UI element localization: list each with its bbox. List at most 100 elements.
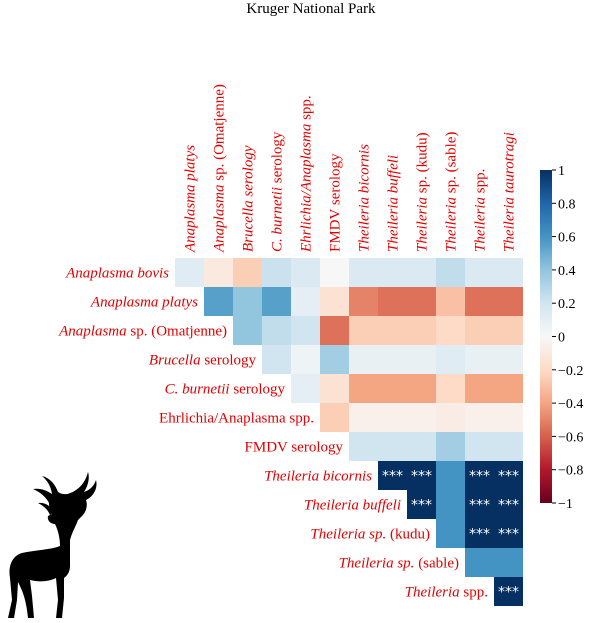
- heatmap-cell: [378, 374, 407, 403]
- colorbar-tick-label: −0.8: [558, 464, 583, 479]
- label-segment: sp. (kudu): [415, 132, 431, 197]
- heatmap-cell: [262, 316, 291, 345]
- label-segment: sp. (Omatjenne): [212, 84, 228, 184]
- heatmap-cell: [407, 316, 436, 345]
- label-segment: Anaplasma platys: [90, 295, 198, 311]
- heatmap-cell: [349, 316, 378, 345]
- heatmap-cell: [291, 258, 320, 287]
- heatmap-cell: [465, 432, 494, 461]
- heatmap-cell: [320, 258, 349, 287]
- heatmap-cell: [204, 258, 233, 287]
- heatmap-cells: *** *** *** *** *** *** *** *** *** ***: [175, 258, 523, 606]
- significance-stars: ***: [498, 498, 519, 514]
- label-segment: Theileria bicornis: [264, 469, 372, 485]
- label-segment: Anaplasma: [212, 185, 228, 254]
- label-segment: C. burnetii: [165, 382, 230, 398]
- row-label: Anaplasma bovis: [65, 266, 169, 282]
- row-label: FMDV serology: [245, 440, 344, 456]
- heatmap-cell: [233, 258, 262, 287]
- heatmap-cell: [407, 345, 436, 374]
- label-segment: spp.: [299, 95, 315, 123]
- column-label: Theileria bicornis: [357, 144, 373, 252]
- heatmap-cell: [291, 345, 320, 374]
- heatmap-cell: [494, 490, 523, 519]
- heatmap-cell: [291, 287, 320, 316]
- row-label: Theileria bicornis: [264, 469, 372, 485]
- column-label: Brucella serology: [241, 145, 257, 252]
- label-segment: Ehrlichia/Anaplasma: [299, 124, 315, 253]
- heatmap-cell: [494, 258, 523, 287]
- heatmap-cell: [349, 345, 378, 374]
- heatmap-cell: [436, 461, 465, 490]
- column-label: Theileria taurotragi: [502, 132, 518, 252]
- colorbar-tick-label: 0.8: [558, 197, 576, 212]
- heatmap-cell: [436, 374, 465, 403]
- label-segment: Theileria sp.: [310, 527, 386, 543]
- colorbar-tick-label: 1: [558, 164, 565, 179]
- heatmap-cell: [436, 519, 465, 548]
- label-segment: Ehrlichia/Anaplasma: [159, 411, 286, 427]
- significance-stars: ***: [382, 469, 403, 485]
- column-label: Theileria sp. (sable): [444, 132, 460, 252]
- heatmap-cell: [407, 403, 436, 432]
- row-label: Anaplasma sp. (Omatjenne): [58, 324, 227, 340]
- heatmap-cell: [465, 490, 494, 519]
- label-segment: C. burnetii: [270, 187, 286, 252]
- heatmap-cell: [465, 316, 494, 345]
- label-segment: Theileria taurotragi: [502, 132, 518, 252]
- heatmap-cell: [291, 316, 320, 345]
- label-segment: spp.: [460, 585, 488, 601]
- significance-stars: ***: [498, 585, 519, 601]
- colorbar-tick-label: 0.4: [558, 264, 576, 279]
- colorbar-tick-label: −0.6: [558, 430, 583, 445]
- colorbar-tick-label: 0.2: [558, 297, 576, 312]
- label-segment: spp.: [286, 411, 314, 427]
- label-segment: Theileria bicornis: [357, 144, 373, 252]
- heatmap-cell: [320, 403, 349, 432]
- heatmap-cell: [233, 316, 262, 345]
- row-label: Brucella serology: [149, 353, 257, 369]
- label-segment: Anaplasma bovis: [65, 266, 169, 282]
- heatmap-cell: [233, 287, 262, 316]
- column-labels: Anaplasma platys Anaplasma sp. (Omatjenne…: [183, 84, 518, 253]
- row-label: Ehrlichia/Anaplasma spp.: [159, 411, 314, 427]
- heatmap-cell: [349, 403, 378, 432]
- label-segment: sp. (sable): [444, 132, 460, 197]
- heatmap-cell: [204, 287, 233, 316]
- row-label: C. burnetii serology: [165, 382, 286, 398]
- label-segment: Brucella: [149, 353, 201, 369]
- heatmap-cell: [262, 258, 291, 287]
- heatmap-cell: [407, 432, 436, 461]
- colorbar-tick-label: 0.6: [558, 231, 576, 246]
- label-segment: Theileria buffeli: [304, 498, 401, 514]
- heatmap-cell: [494, 316, 523, 345]
- label-segment: FMDV serology: [245, 440, 344, 456]
- colorbar-tick-label: −0.2: [558, 364, 583, 379]
- column-label: FMDV serology: [328, 153, 344, 252]
- heatmap-cell: [436, 345, 465, 374]
- chart-title: Kruger National Park: [246, 1, 376, 17]
- row-label: Theileria sp. (kudu): [310, 527, 430, 543]
- column-label: Anaplasma platys: [183, 145, 199, 253]
- heatmap-cell: [407, 490, 436, 519]
- heatmap-cell: [465, 374, 494, 403]
- colorbar-tick-label: 0: [558, 331, 565, 346]
- label-segment: Theileria: [405, 585, 460, 601]
- label-segment: serology: [201, 353, 257, 369]
- colorbar-gradient: [540, 170, 552, 503]
- row-labels: Anaplasma bovis Anaplasma platys Anaplasma…: [58, 266, 488, 601]
- significance-stars: ***: [498, 469, 519, 485]
- heatmap-cell: [465, 287, 494, 316]
- heatmap-cell: [436, 403, 465, 432]
- row-label: Theileria sp. (sable): [339, 556, 459, 572]
- label-segment: Theileria: [415, 197, 431, 252]
- heatmap-cell: [378, 461, 407, 490]
- heatmap-cell: [407, 374, 436, 403]
- heatmap-cell: [407, 287, 436, 316]
- heatmap-cell: [291, 374, 320, 403]
- label-segment: spp.: [473, 169, 489, 197]
- heatmap-cell: [378, 345, 407, 374]
- column-label: Ehrlichia/Anaplasma spp.: [299, 95, 315, 253]
- label-segment: sp. (Omatjenne): [127, 324, 227, 340]
- column-label: Theileria sp. (kudu): [415, 132, 431, 252]
